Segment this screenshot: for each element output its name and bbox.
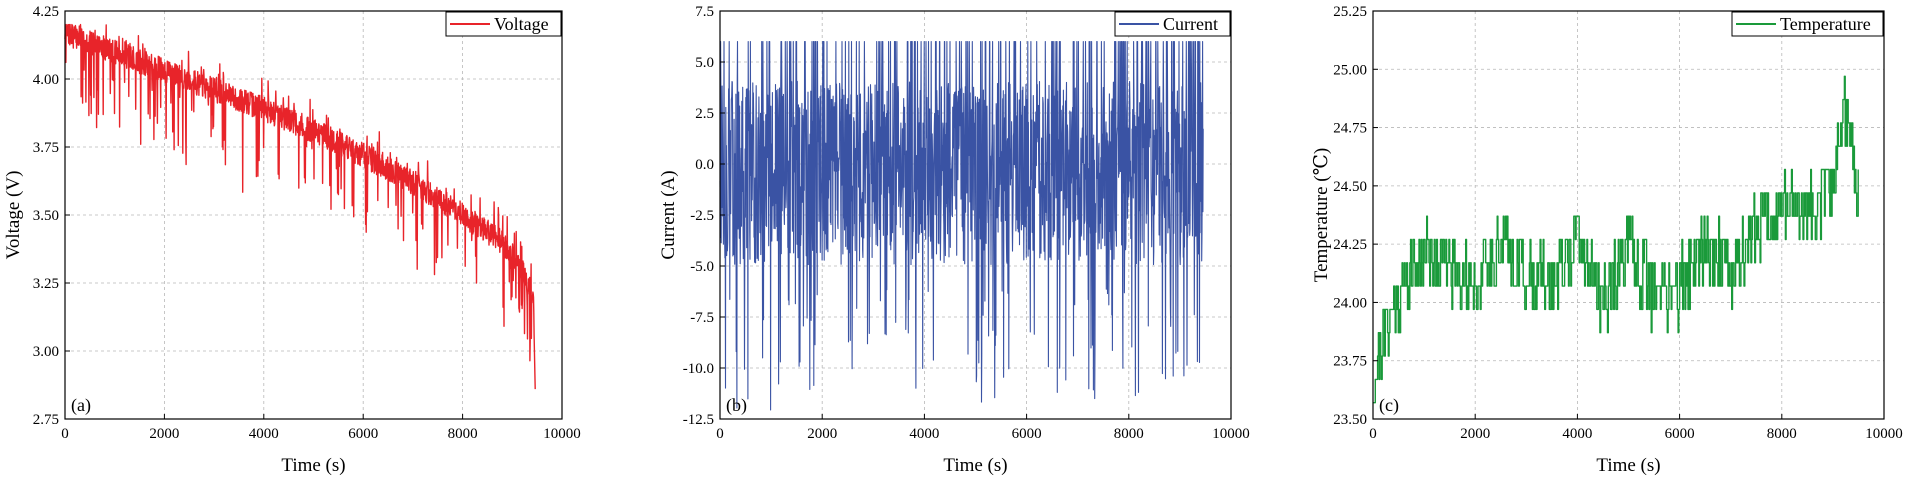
x-axis-title: Time (s) — [1596, 455, 1660, 476]
y-tick-label: -7.5 — [690, 310, 714, 326]
y-tick-label: 5.0 — [695, 55, 714, 71]
x-tick-label: 6000 — [348, 426, 378, 442]
x-tick-label: 0 — [1369, 426, 1377, 442]
y-tick-label: 4.25 — [33, 4, 59, 20]
panel-label: (c) — [1379, 395, 1399, 416]
y-axis-title: Voltage (V) — [3, 171, 24, 260]
y-tick-label: 24.50 — [1333, 179, 1367, 195]
y-tick-label: 24.00 — [1333, 295, 1367, 311]
legend: Temperature — [1731, 11, 1884, 37]
x-tick-label: 2000 — [807, 426, 837, 442]
x-tick-label: 8000 — [1114, 426, 1144, 442]
x-tick-label: 6000 — [1012, 426, 1042, 442]
y-tick-label: -10.0 — [683, 361, 714, 377]
y-tick-label: 23.75 — [1333, 354, 1367, 370]
series-line-temperature — [1373, 75, 1859, 404]
y-tick-label: -2.5 — [690, 208, 714, 224]
x-tick-label: 4000 — [249, 426, 279, 442]
y-tick-label: -5.0 — [690, 259, 714, 275]
x-tick-label: 10000 — [1865, 426, 1903, 442]
y-tick-label: 3.50 — [33, 208, 59, 224]
y-tick-label: 2.5 — [695, 106, 714, 122]
y-tick-label: 3.00 — [33, 344, 59, 360]
x-tick-label: 10000 — [1212, 426, 1250, 442]
x-tick-label: 6000 — [1665, 426, 1695, 442]
legend-label: Current — [1163, 14, 1218, 34]
y-tick-label: 3.25 — [33, 276, 59, 292]
y-tick-label: 25.25 — [1333, 4, 1367, 20]
y-tick-label: 0.0 — [695, 157, 714, 173]
x-tick-label: 10000 — [543, 426, 581, 442]
chart-panel-2: 0 2000 4000 6000 8000 10000 -12.5 -10.0 -7.5 -5.0… — [658, 4, 1250, 476]
y-tick-label: 7.5 — [695, 4, 714, 20]
legend-label: Temperature — [1780, 14, 1871, 34]
series-line-current — [719, 41, 1204, 411]
panel-label: (a) — [71, 395, 91, 416]
x-tick-label: 4000 — [909, 426, 939, 442]
y-tick-label: 24.25 — [1333, 237, 1367, 253]
y-tick-label: 2.75 — [33, 412, 59, 428]
panel-label: (b) — [726, 395, 747, 416]
x-tick-label: 4000 — [1562, 426, 1592, 442]
series-line-voltage — [64, 23, 536, 390]
legend: Voltage — [445, 11, 562, 37]
y-tick-label: 25.00 — [1333, 62, 1367, 78]
y-tick-label: -12.5 — [683, 412, 714, 428]
y-axis-title: Current (A) — [658, 170, 679, 259]
x-tick-label: 2000 — [1460, 426, 1490, 442]
x-axis-title: Time (s) — [943, 455, 1007, 476]
x-tick-label: 8000 — [448, 426, 478, 442]
y-axis-title: Temperature (℃) — [1311, 148, 1332, 282]
x-tick-label: 2000 — [149, 426, 179, 442]
x-axis-title: Time (s) — [281, 455, 345, 476]
x-tick-label: 0 — [61, 426, 69, 442]
x-tick-label: 0 — [716, 426, 724, 442]
y-tick-label: 4.00 — [33, 72, 59, 88]
legend-label: Voltage — [494, 14, 549, 34]
y-tick-label: 24.75 — [1333, 121, 1367, 137]
chart-panel-3: 0 2000 4000 6000 8000 10000 23.50 23.75 24.00 24.… — [1311, 4, 1903, 476]
y-tick-label: 3.75 — [33, 140, 59, 156]
x-tick-label: 8000 — [1767, 426, 1797, 442]
y-tick-label: 23.50 — [1333, 412, 1367, 428]
chart-panel-1: 0 2000 4000 6000 8000 10000 2.75 3.00 3.25 3.50 3.… — [3, 4, 581, 476]
plot-frame — [1372, 10, 1885, 420]
legend: Current — [1114, 11, 1231, 37]
